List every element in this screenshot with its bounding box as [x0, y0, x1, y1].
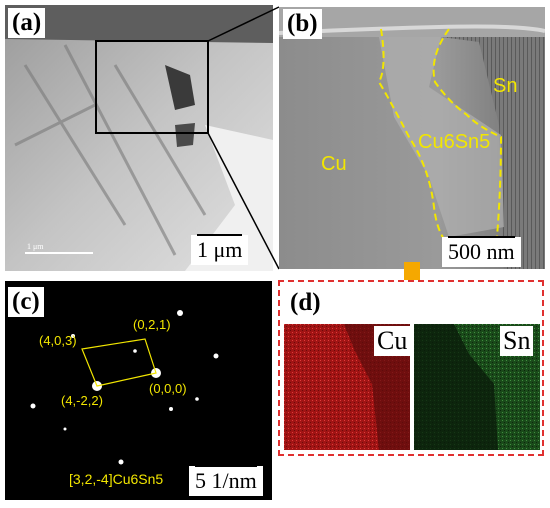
label-cu6sn5: Cu6Sn5: [418, 131, 491, 153]
label-sn: Sn: [493, 75, 518, 97]
spot-label-403: (4,0,3): [39, 333, 77, 348]
panel-a-inner-scale: 1 μm: [27, 242, 44, 251]
label-cu: Cu: [321, 153, 347, 175]
panel-d-edx-box: (d) Cu Sn: [278, 280, 544, 456]
panel-a-tem-image: 1 μm (a) 1 μm: [5, 5, 273, 271]
edx-map-sn: [414, 324, 540, 450]
panel-b-tag: (b): [283, 9, 322, 39]
panel-a-scale-bar: 1 μm: [191, 234, 249, 265]
spot-label-021: (0,2,1): [133, 317, 171, 332]
panel-c-diffraction: (c) (4,0,3) (0,2,1) (4,-2,2) (0,0,0) [3,…: [5, 281, 272, 500]
panel-b-tem-image: (b) Cu Cu6Sn5 Sn 500 nm: [279, 7, 545, 269]
panel-b-scale-bar: 500 nm: [442, 236, 521, 267]
diffraction-pattern: [30, 310, 219, 465]
spot-label-000: (0,0,0): [149, 381, 187, 396]
edx-map-sn-label: Sn: [500, 326, 534, 356]
panel-c-scale-bar: 5 1/nm: [189, 465, 263, 496]
panel-a-micrograph: 1 μm: [5, 5, 273, 271]
panel-a-tag: (a): [8, 8, 46, 38]
panel-d-tag: (d): [286, 288, 325, 318]
panel-c-tag: (c): [8, 287, 44, 317]
edx-map-cu-label: Cu: [374, 326, 411, 356]
spot-label-4m22: (4,-2,2): [61, 393, 103, 408]
zone-axis-label: [3,2,-4]Cu6Sn5: [69, 471, 164, 487]
panel-b-micrograph: [279, 7, 545, 269]
